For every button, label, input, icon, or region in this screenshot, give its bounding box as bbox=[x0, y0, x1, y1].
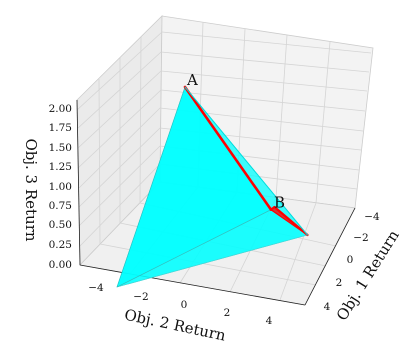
red-edge-a-b bbox=[183, 85, 273, 211]
z-axis: 0.00 0.25 0.50 0.75 1.00 1.25 1.50 1.75 … bbox=[22, 99, 81, 271]
gridline bbox=[78, 127, 161, 208]
point-labels: A B bbox=[186, 71, 285, 212]
z-axis-line bbox=[76, 99, 81, 266]
gridline bbox=[160, 51, 370, 73]
z-tick-label: 0.00 bbox=[49, 259, 72, 271]
gridline bbox=[98, 78, 101, 245]
point-label-a: A bbox=[186, 71, 198, 89]
x-tick-label: −2 bbox=[353, 232, 368, 244]
gridline bbox=[160, 70, 368, 92]
gridline bbox=[76, 31, 163, 111]
z-tick-label: 1.00 bbox=[49, 181, 72, 193]
x-tick-label: −4 bbox=[364, 211, 380, 223]
y-tick-label: 0 bbox=[181, 299, 188, 311]
z-tick-label: 1.50 bbox=[49, 142, 72, 154]
x-axis-line bbox=[304, 207, 356, 306]
gridline bbox=[275, 34, 288, 199]
z-tick-label: 1.75 bbox=[49, 122, 72, 134]
red-edge-p2-p3 bbox=[273, 205, 309, 237]
gridline bbox=[279, 202, 317, 301]
y-tick-label: −4 bbox=[88, 282, 104, 294]
x-tick-label: 0 bbox=[347, 254, 354, 266]
z-tick-label: 2.00 bbox=[49, 103, 72, 115]
gridline bbox=[77, 70, 162, 149]
x-tick-label: 4 bbox=[324, 301, 331, 313]
y-tick-label: 2 bbox=[224, 307, 231, 319]
point-label-b: B bbox=[274, 194, 285, 212]
gridline bbox=[77, 89, 162, 169]
z-tick-label: 0.75 bbox=[49, 200, 72, 212]
gridline bbox=[139, 36, 142, 204]
gridline bbox=[78, 145, 161, 227]
x-tick-label: 2 bbox=[336, 277, 343, 289]
z-tick-label: 0.25 bbox=[49, 239, 72, 251]
gridline bbox=[79, 163, 161, 247]
gridline bbox=[161, 31, 372, 54]
y-axis-line bbox=[79, 264, 306, 306]
y-tick-label: 4 bbox=[266, 315, 273, 327]
y-axis-label: Obj. 2 Return bbox=[123, 306, 228, 344]
z-axis-label: Obj. 3 Return bbox=[22, 138, 40, 241]
gridline bbox=[78, 107, 161, 189]
gridline bbox=[315, 41, 331, 204]
y-tick-label: −2 bbox=[133, 291, 148, 303]
gridline bbox=[160, 89, 366, 112]
z-tick-label: 1.25 bbox=[49, 161, 72, 173]
gridline bbox=[77, 51, 162, 129]
polytope-faces bbox=[116, 85, 309, 288]
z-tick-label: 0.50 bbox=[49, 219, 72, 231]
cyan-edge-a-p3 bbox=[184, 86, 308, 236]
